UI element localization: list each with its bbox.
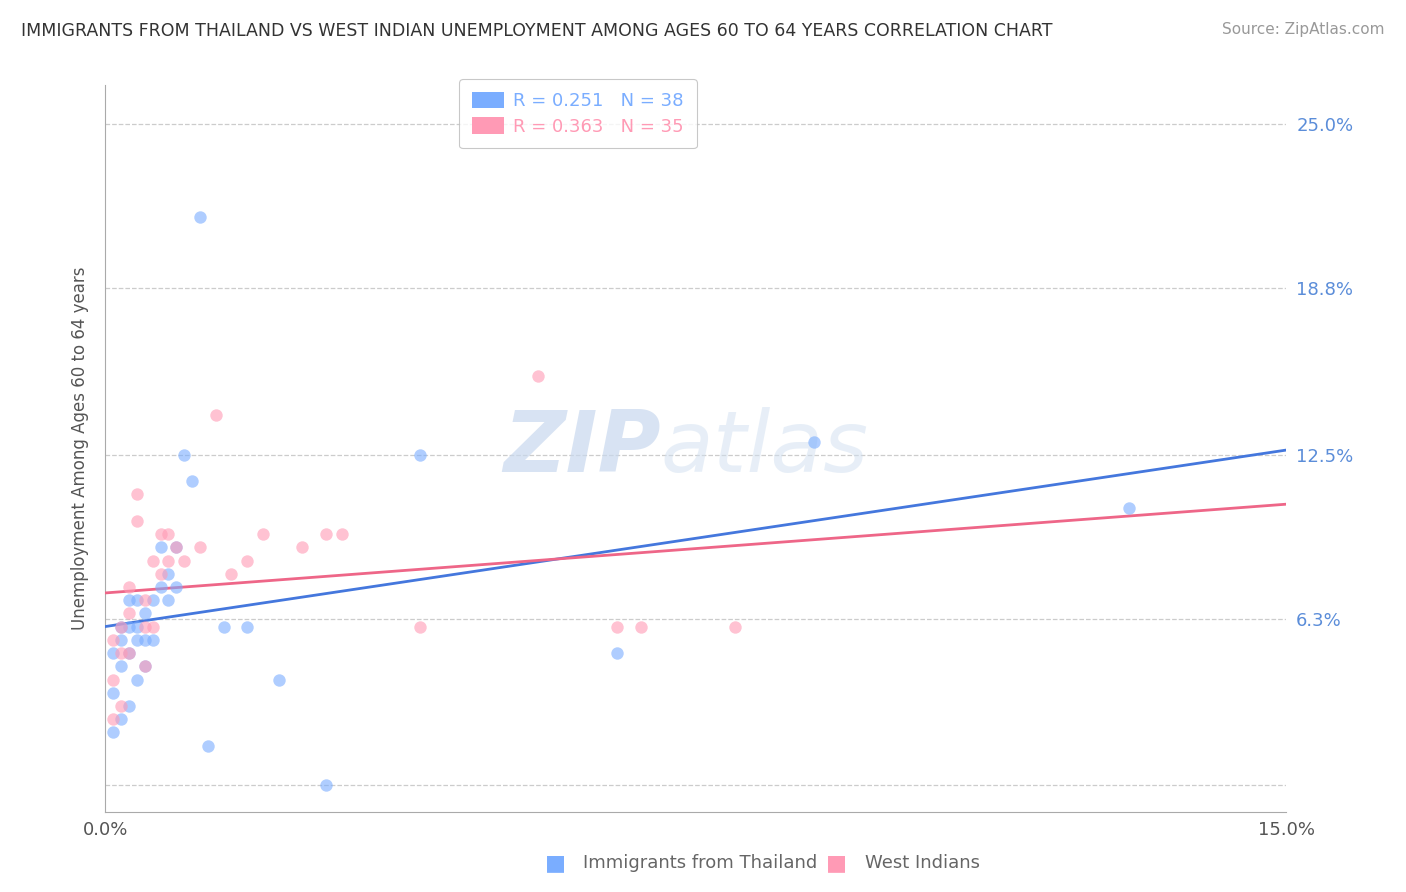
Point — [165, 541, 187, 555]
Point — [103, 646, 125, 660]
Point — [118, 607, 141, 621]
Point — [118, 620, 141, 634]
Point — [125, 673, 148, 687]
Point — [157, 527, 180, 541]
Point — [291, 541, 314, 555]
Point — [118, 580, 141, 594]
Text: ■: ■ — [827, 854, 846, 873]
Point — [173, 448, 195, 462]
Point — [142, 632, 165, 647]
Point — [142, 620, 165, 634]
Point — [110, 712, 132, 726]
Point — [110, 659, 132, 673]
Point — [134, 607, 156, 621]
Point — [409, 448, 432, 462]
Point — [188, 541, 211, 555]
Y-axis label: Unemployment Among Ages 60 to 64 years: Unemployment Among Ages 60 to 64 years — [70, 267, 89, 630]
Point — [252, 527, 274, 541]
Point — [181, 475, 204, 489]
Point — [236, 553, 259, 567]
Legend: R = 0.251   N = 38, R = 0.363   N = 35: R = 0.251 N = 38, R = 0.363 N = 35 — [460, 79, 696, 148]
Point — [118, 646, 141, 660]
Point — [409, 620, 432, 634]
Point — [118, 646, 141, 660]
Point — [630, 620, 652, 634]
Text: ZIP: ZIP — [503, 407, 661, 490]
Point — [103, 725, 125, 739]
Point — [204, 408, 226, 422]
Point — [118, 593, 141, 607]
Point — [606, 620, 628, 634]
Point — [188, 210, 211, 224]
Point — [315, 778, 337, 792]
Point — [149, 566, 172, 581]
Point — [134, 620, 156, 634]
Point — [165, 541, 187, 555]
Point — [527, 368, 550, 383]
Point — [315, 527, 337, 541]
Point — [103, 686, 125, 700]
Point — [165, 580, 187, 594]
Point — [134, 593, 156, 607]
Text: ■: ■ — [546, 854, 565, 873]
Text: IMMIGRANTS FROM THAILAND VS WEST INDIAN UNEMPLOYMENT AMONG AGES 60 TO 64 YEARS C: IMMIGRANTS FROM THAILAND VS WEST INDIAN … — [21, 22, 1053, 40]
Point — [149, 527, 172, 541]
Point — [110, 632, 132, 647]
Point — [103, 673, 125, 687]
Point — [110, 646, 132, 660]
Point — [134, 659, 156, 673]
Point — [173, 553, 195, 567]
Point — [157, 566, 180, 581]
Point — [103, 632, 125, 647]
Point — [197, 739, 219, 753]
Point — [125, 620, 148, 634]
Point — [110, 620, 132, 634]
Text: West Indians: West Indians — [865, 855, 980, 872]
Point — [149, 541, 172, 555]
Point — [149, 580, 172, 594]
Point — [110, 620, 132, 634]
Point — [606, 646, 628, 660]
Point — [110, 698, 132, 713]
Point — [134, 659, 156, 673]
Point — [142, 553, 165, 567]
Point — [157, 593, 180, 607]
Point — [118, 698, 141, 713]
Point — [221, 566, 243, 581]
Point — [125, 487, 148, 501]
Point — [1118, 500, 1140, 515]
Point — [212, 620, 235, 634]
Text: atlas: atlas — [661, 407, 869, 490]
Point — [134, 632, 156, 647]
Point — [267, 673, 290, 687]
Text: Immigrants from Thailand: Immigrants from Thailand — [583, 855, 818, 872]
Point — [157, 553, 180, 567]
Point — [803, 434, 825, 449]
Text: Source: ZipAtlas.com: Source: ZipAtlas.com — [1222, 22, 1385, 37]
Point — [125, 593, 148, 607]
Point — [236, 620, 259, 634]
Point — [125, 632, 148, 647]
Point — [125, 514, 148, 528]
Point — [142, 593, 165, 607]
Point — [330, 527, 353, 541]
Point — [724, 620, 747, 634]
Point — [103, 712, 125, 726]
